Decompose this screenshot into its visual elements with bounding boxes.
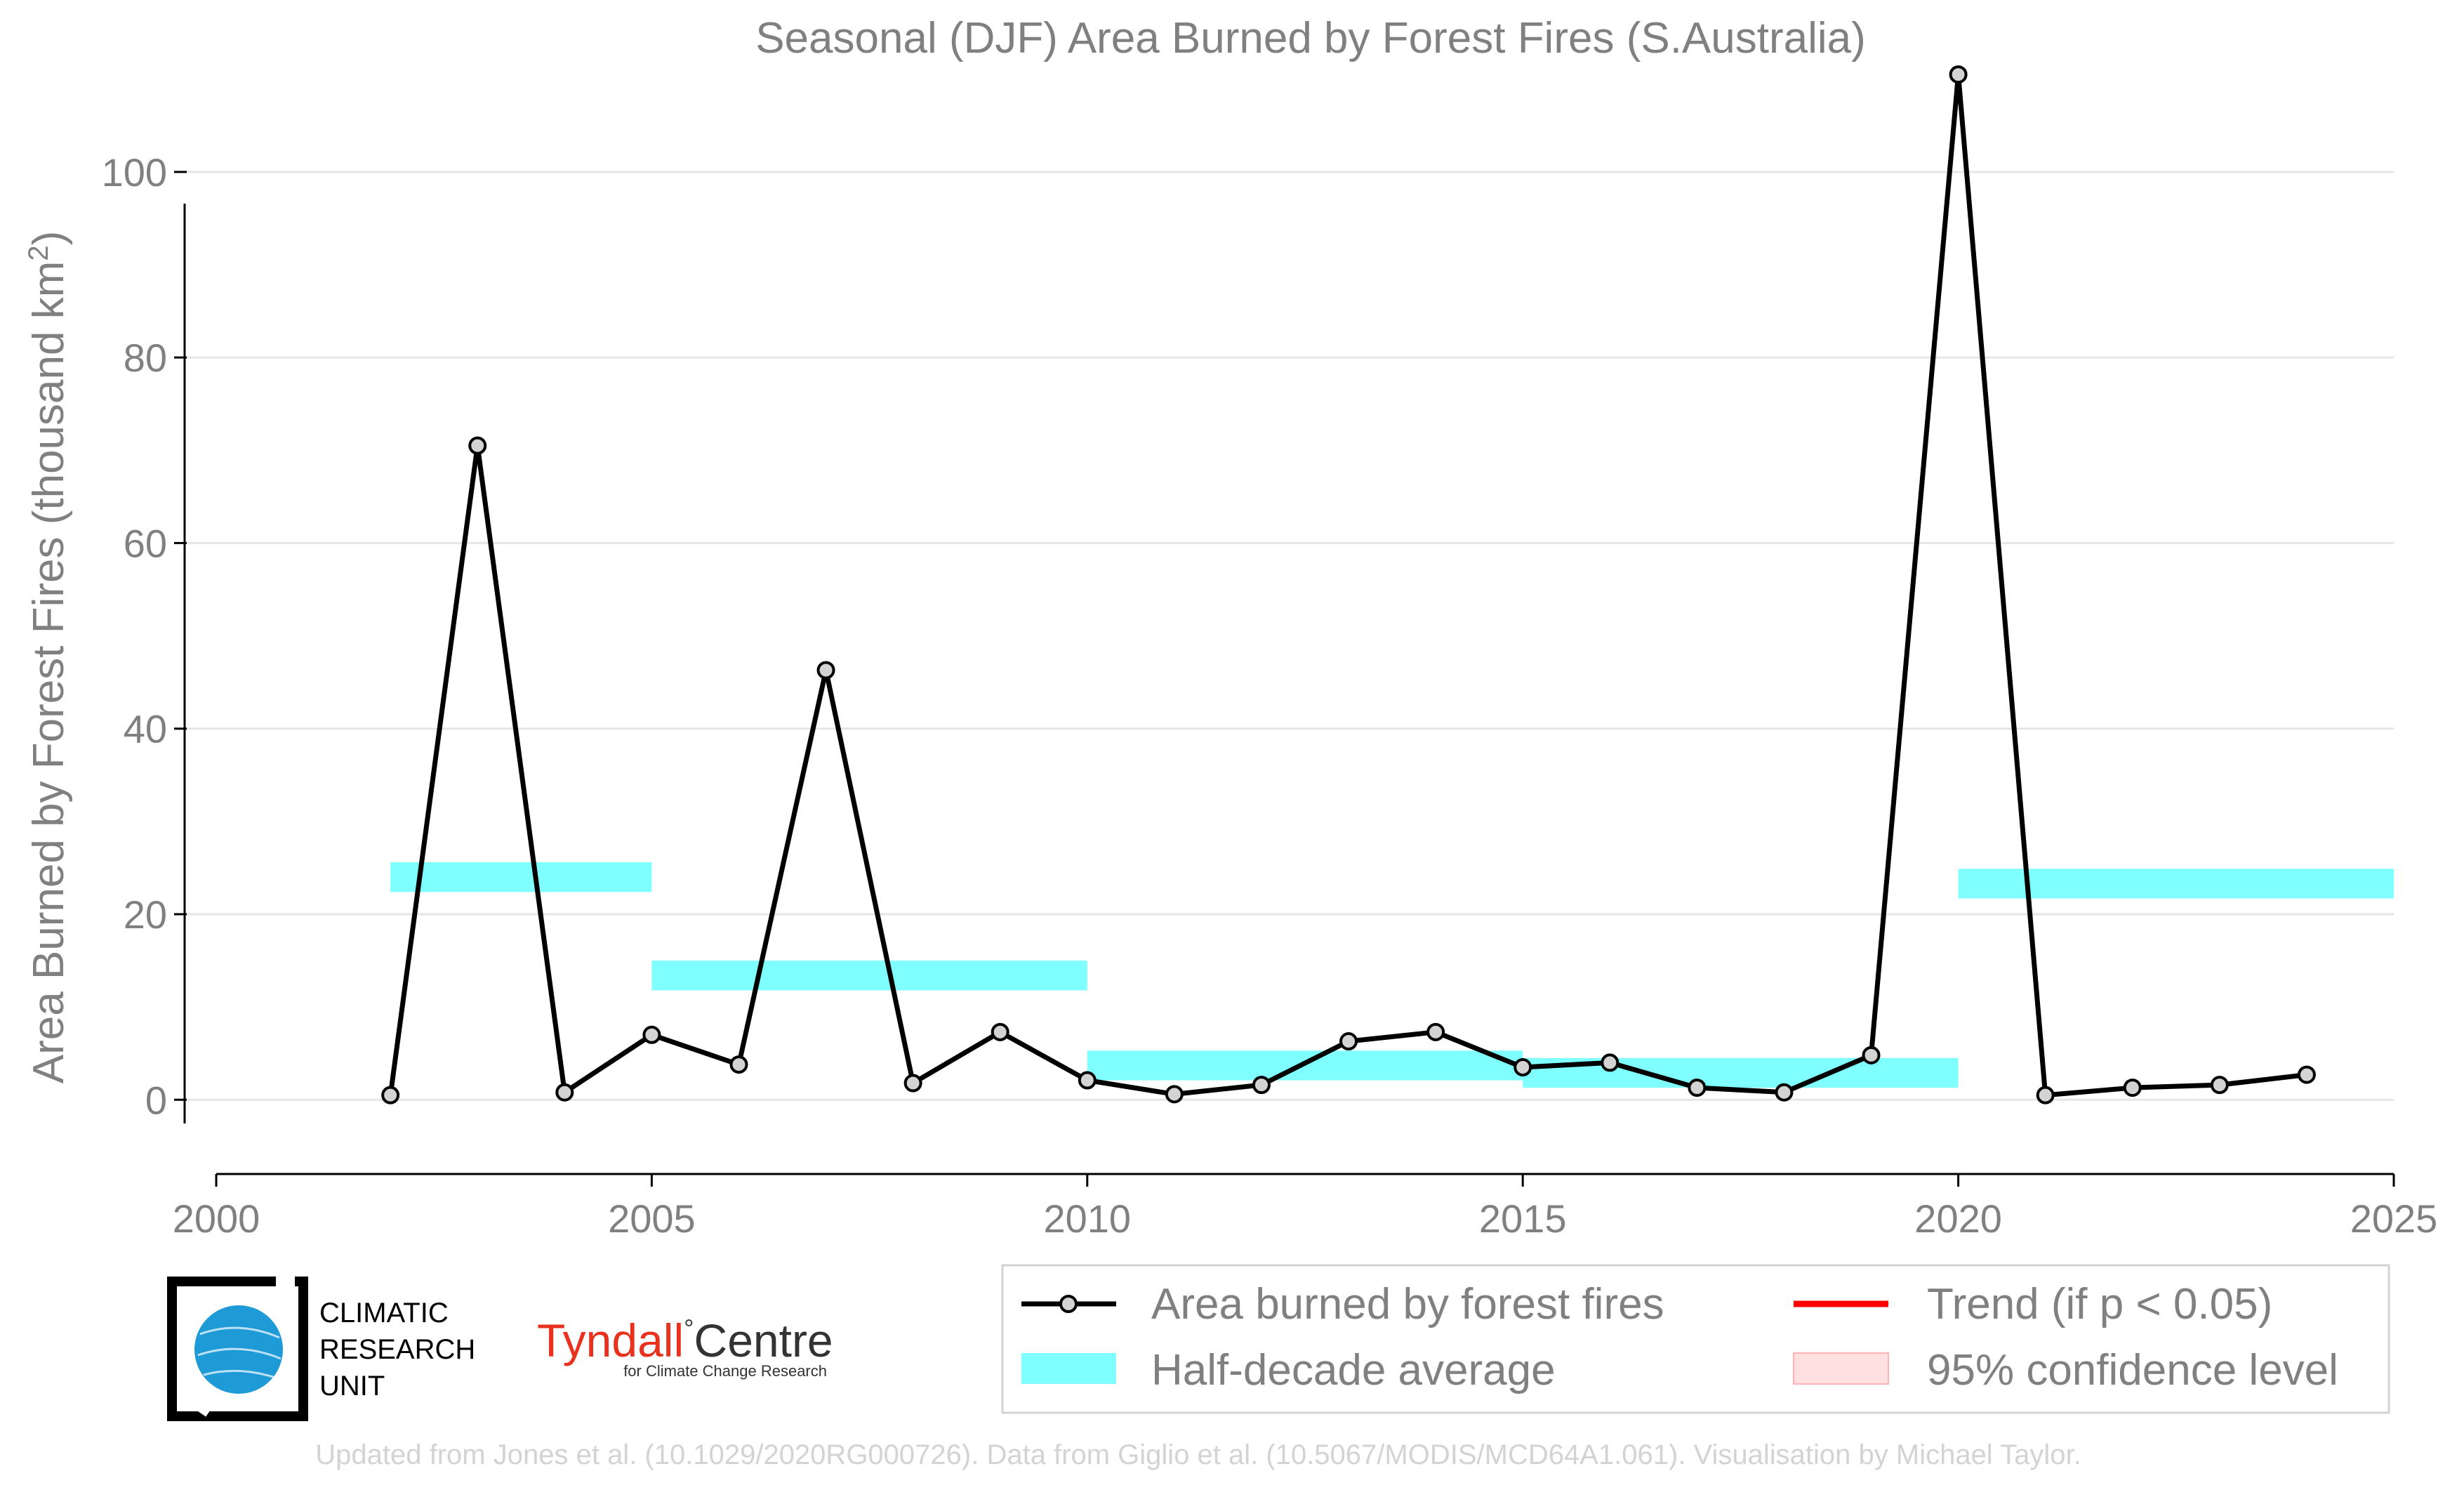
y-axis-title-superscript: 2: [23, 245, 54, 261]
tyndall-logo-main: Tyndall: [537, 1314, 684, 1366]
legend-label-area-burned: Area burned by forest fires: [1151, 1280, 1664, 1328]
footer-attribution: Updated from Jones et al. (10.1029/2020R…: [315, 1439, 2081, 1470]
cru-logo: CLIMATIC RESEARCH UNIT: [167, 1277, 475, 1421]
y-tick-label: 60: [124, 521, 167, 565]
data-point: [1426, 1022, 1445, 1041]
axes: [174, 171, 2395, 1187]
data-point: [1775, 1083, 1794, 1102]
y-axis-title-close: ): [25, 231, 73, 246]
series-line-area-burned: [388, 72, 2307, 1098]
half-decade-bar: [390, 862, 652, 892]
cru-logo-text-2: RESEARCH: [319, 1334, 475, 1365]
data-point: [642, 1025, 661, 1044]
data-point: [903, 1074, 922, 1093]
legend-marker-swatch: [1059, 1295, 1078, 1313]
data-point: [468, 436, 487, 455]
tick-labels: 0 20 40 60 80 100 2000 2005 2010 2015 2020 2025: [102, 150, 2438, 1241]
grid-lines: [185, 171, 2394, 1101]
tyndall-logo-centre: Centre: [694, 1314, 833, 1366]
legend-label-trend: Trend (if p < 0.05): [1927, 1280, 2272, 1328]
data-points: [381, 65, 2316, 1104]
y-tick-label: 100: [102, 150, 167, 194]
data-point: [729, 1055, 748, 1074]
x-tick-label: 2025: [2350, 1196, 2438, 1241]
legend-half-decade-swatch: [1021, 1353, 1116, 1384]
data-point: [1513, 1058, 1532, 1077]
y-tick-label: 40: [124, 707, 167, 751]
data-point: [1688, 1079, 1707, 1097]
tyndall-logo-subtitle: for Climate Change Research: [623, 1362, 827, 1380]
y-axis-title-main: Area Burned by Forest Fires (thousand km: [25, 261, 73, 1084]
data-point: [816, 661, 835, 680]
legend: Area burned by forest fires Trend (if p …: [1001, 1264, 2390, 1414]
data-point: [1165, 1085, 1184, 1104]
data-point: [1252, 1076, 1271, 1095]
y-tick-label: 80: [124, 336, 167, 380]
globe-lines-icon: [197, 1326, 281, 1379]
half-decade-bar: [1958, 869, 2394, 899]
half-decade-average-bars: [390, 862, 2394, 1088]
legend-frame: [1001, 1264, 2390, 1414]
data-point: [1339, 1032, 1358, 1051]
cru-logo-text-3: UNIT: [319, 1371, 385, 1402]
data-point: [2297, 1065, 2316, 1084]
tyndall-logo: Tyndall°Centre for Climate Change Resear…: [537, 1314, 833, 1380]
data-point: [1862, 1046, 1881, 1064]
x-tick-label: 2010: [1044, 1196, 1132, 1241]
x-tick-label: 2015: [1479, 1196, 1567, 1241]
legend-label-half-decade: Half-decade average: [1151, 1346, 1556, 1394]
x-tick-label: 2020: [1914, 1196, 2002, 1241]
legend-confidence-swatch: [1793, 1352, 1889, 1385]
cru-logo-text-1: CLIMATIC: [319, 1298, 449, 1328]
data-point: [2036, 1086, 2055, 1104]
cru-logo-frame-right: [204, 1277, 308, 1421]
y-tick-label: 0: [145, 1078, 167, 1122]
chart-title: Seasonal (DJF) Area Burned by Forest Fir…: [755, 14, 1866, 62]
y-axis-title: Area Burned by Forest Fires (thousand km…: [23, 231, 73, 1084]
data-point: [381, 1086, 400, 1104]
legend-label-confidence: 95% confidence level: [1927, 1346, 2338, 1394]
data-point: [1949, 65, 1968, 84]
data-point: [1601, 1053, 1620, 1072]
data-series-line: [388, 72, 2307, 1098]
tyndall-logo-text: Tyndall°Centre: [537, 1314, 833, 1366]
data-point: [1078, 1071, 1097, 1090]
y-tick-label: 20: [124, 892, 167, 937]
half-decade-bar: [651, 961, 1087, 991]
data-point: [2123, 1079, 2142, 1097]
x-tick-label: 2000: [173, 1196, 260, 1241]
data-point: [555, 1083, 574, 1102]
tyndall-logo-degree: °: [684, 1314, 694, 1343]
data-point: [2210, 1076, 2229, 1095]
x-tick-label: 2005: [608, 1196, 696, 1241]
data-point: [991, 1022, 1009, 1041]
